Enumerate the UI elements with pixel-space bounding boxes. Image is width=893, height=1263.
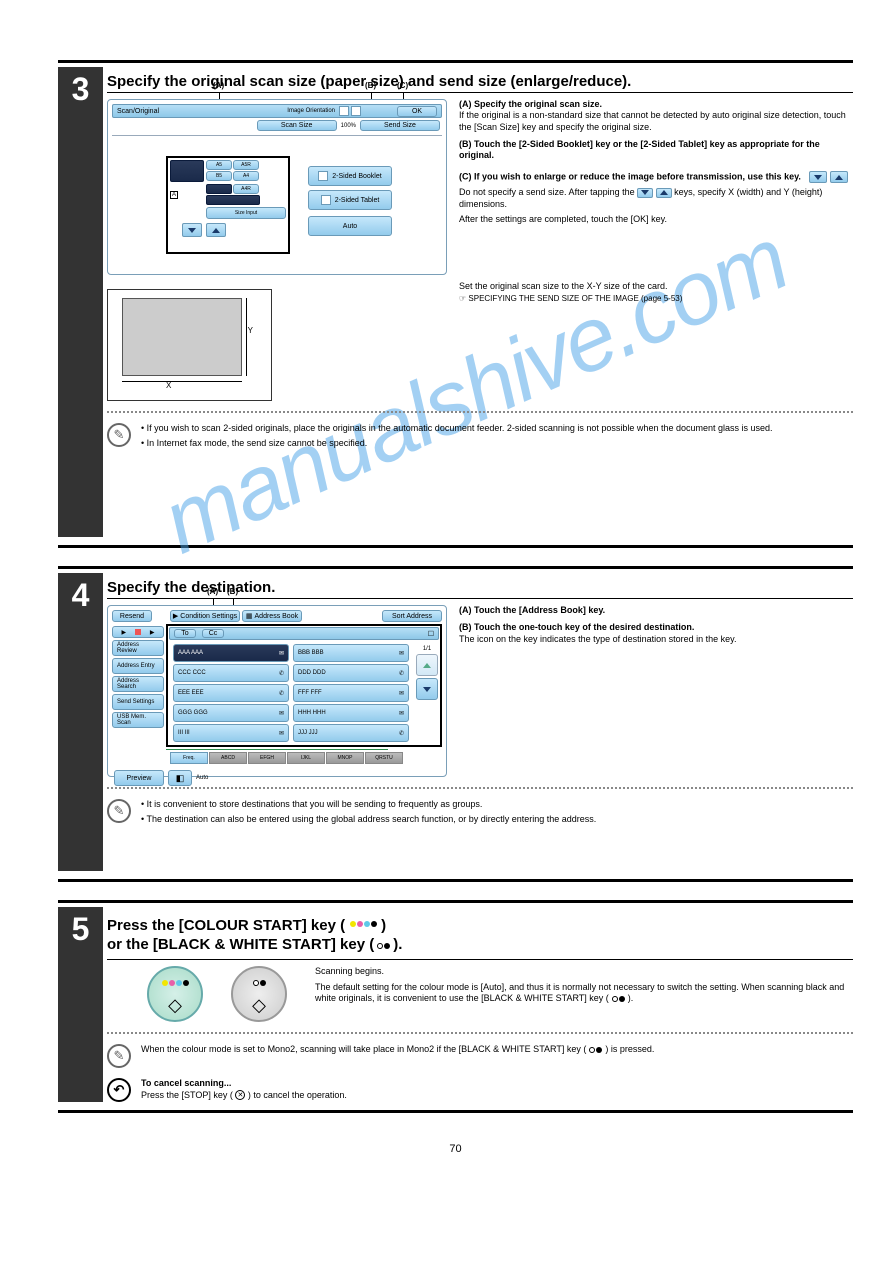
s4-b-heading: (B) Touch the one-touch key of the desir…	[459, 622, 853, 633]
reduce-icon	[809, 171, 827, 183]
addr-book-tab[interactable]: ▦ Address Book	[242, 610, 302, 622]
step-number: 4	[72, 577, 90, 614]
step-number: 5	[72, 911, 90, 948]
cond-settings-btn[interactable]: Condition Settings	[180, 613, 237, 620]
colour-mode-btn[interactable]: ◧	[168, 770, 192, 786]
orient-label: Image Orientation	[287, 108, 335, 114]
tablet-icon	[321, 195, 331, 205]
back-icon: ↶	[107, 1078, 131, 1102]
callout-b: (B)	[365, 81, 376, 90]
entry-iii[interactable]: III III✉	[173, 724, 289, 742]
pencil-note-icon: ✎	[107, 1044, 131, 1068]
step-5: 5 Press the [COLOUR START] key ( ) or th…	[58, 907, 853, 1102]
step-4: 4 Specify the destination. (A) (B) Resen…	[58, 573, 853, 871]
ok-note: After the settings are completed, touch …	[459, 214, 853, 225]
to-btn[interactable]: To	[174, 629, 196, 638]
resend-btn[interactable]: Resend	[112, 610, 152, 622]
entry-ggg[interactable]: GGG GGG✉	[173, 704, 289, 722]
cancel-heading: To cancel scanning...	[141, 1078, 853, 1090]
addr-review-btn[interactable]: Address Review	[112, 640, 164, 656]
step-4-title: Specify the destination.	[107, 579, 853, 596]
a-heading: (A) Specify the original scan size.	[459, 99, 853, 110]
step-3: 3 Specify the original scan size (paper …	[58, 67, 853, 537]
tab-abcd[interactable]: ABCD	[209, 752, 247, 764]
bw-start-button[interactable]: ◇	[231, 966, 287, 1022]
addr-entry-btn[interactable]: Address Entry	[112, 658, 164, 674]
ok-button[interactable]: OK	[397, 106, 437, 117]
tab-qrstu[interactable]: QRSTU	[365, 752, 403, 764]
orient-landscape-icon[interactable]	[351, 106, 361, 116]
tab-mnop[interactable]: MNOP	[326, 752, 364, 764]
orient-portrait-icon[interactable]	[339, 106, 349, 116]
preset-b5r-selected[interactable]	[206, 184, 232, 194]
s4-b-body: The icon on the key indicates the type o…	[459, 634, 853, 645]
preset-b4[interactable]: A4R	[233, 184, 259, 194]
tab-freq[interactable]: Freq.	[170, 752, 208, 764]
preset-a5r[interactable]: A5R	[233, 160, 259, 170]
pencil-note-icon: ✎	[107, 423, 131, 447]
entry-ddd[interactable]: DDD DDD✆	[293, 664, 409, 682]
preset-b5[interactable]: B5	[206, 171, 232, 181]
s4-a-heading: (A) Touch the [Address Book] key.	[459, 605, 853, 616]
send-settings-btn[interactable]: Send Settings	[112, 694, 164, 710]
step-number: 3	[72, 71, 90, 108]
preset-a4r-selected[interactable]	[206, 195, 260, 205]
cc-btn[interactable]: Cc	[202, 629, 224, 638]
callout-a: (A)	[213, 81, 224, 90]
entry-bbb[interactable]: BBB BBB✉	[293, 644, 409, 662]
pencil-note-icon: ✎	[107, 799, 131, 823]
step3-note-2: In Internet fax mode, the send size cann…	[141, 438, 853, 450]
callout-a: (A)	[207, 587, 218, 596]
scan-size-key[interactable]: Scan Size	[257, 120, 337, 131]
two-sided-booklet-btn[interactable]: 2-Sided Booklet	[308, 166, 392, 186]
entry-jjj[interactable]: JJJ JJJ✆	[293, 724, 409, 742]
page-number: 70	[58, 1143, 853, 1155]
booklet-icon	[318, 171, 328, 181]
up-inline-icon	[656, 188, 672, 198]
two-sided-tablet-btn[interactable]: 2-Sided Tablet	[308, 190, 392, 210]
enlarge-icon	[830, 171, 848, 183]
scroll-down-btn[interactable]	[416, 678, 438, 700]
step4-note-2: The destination can also be entered usin…	[141, 814, 853, 826]
entry-ccc[interactable]: CCC CCC✆	[173, 664, 289, 682]
send-size-key[interactable]: Send Size	[360, 120, 440, 131]
xy-size-diagram: Y X	[107, 289, 272, 401]
c-heading: (C) If you wish to enlarge or reduce the…	[459, 172, 801, 182]
scan-size-group: A5 A5R B5 A4 A	[166, 156, 290, 254]
usb-scan-btn[interactable]: USB Mem. Scan	[112, 712, 164, 728]
down-inline-icon	[637, 188, 653, 198]
addr-search-btn[interactable]: Address Search	[112, 676, 164, 692]
guide-ref: ☞ SPECIFYING THE SEND SIZE OF THE IMAGE …	[459, 294, 853, 304]
preset-a4[interactable]: A4	[233, 171, 259, 181]
step4-note-1: It is convenient to store destinations t…	[141, 799, 853, 811]
b-heading: (B) Touch the [2-Sided Booklet] key or t…	[459, 139, 853, 162]
colour-dots-icon	[349, 919, 377, 929]
tab-ijkl[interactable]: IJKL	[287, 752, 325, 764]
entry-fff[interactable]: FFF FFF✉	[293, 684, 409, 702]
entry-aaa[interactable]: AAA AAA✉	[173, 644, 289, 662]
preset-a5[interactable]: A5	[206, 160, 232, 170]
step3-note-1: If you wish to scan 2-sided originals, p…	[141, 423, 853, 435]
scan-settings-panel: Scan/Original Image Orientation OK Scan …	[107, 99, 447, 275]
panel-title: Scan/Original	[117, 108, 159, 115]
colour-start-button[interactable]: ◇	[147, 966, 203, 1022]
scroll-up-btn[interactable]	[416, 654, 438, 676]
size-input-btn[interactable]: Size Input	[206, 207, 286, 219]
stop-icon: ✕	[235, 1090, 245, 1100]
callout-c: (C)	[397, 81, 408, 90]
tab-efgh[interactable]: EFGH	[248, 752, 286, 764]
s5-line1: Scanning begins.	[315, 966, 853, 978]
entry-eee[interactable]: EEE EEE✆	[173, 684, 289, 702]
preview-btn[interactable]: Preview	[114, 770, 164, 786]
send-size-btn[interactable]: Auto	[308, 216, 392, 236]
callout-b: (B)	[227, 587, 238, 596]
size-down-icon[interactable]	[182, 223, 202, 237]
a-body: If the original is a non-standard size t…	[459, 110, 853, 133]
entry-hhh[interactable]: HHH HHH✉	[293, 704, 409, 722]
address-book-panel: Resend ▶ Condition Settings ▦ Address Bo…	[107, 605, 447, 777]
sort-btn[interactable]: Sort Address	[382, 610, 442, 622]
size-up-icon[interactable]	[206, 223, 226, 237]
diagram-caption: Set the original scan size to the X-Y si…	[459, 281, 853, 292]
